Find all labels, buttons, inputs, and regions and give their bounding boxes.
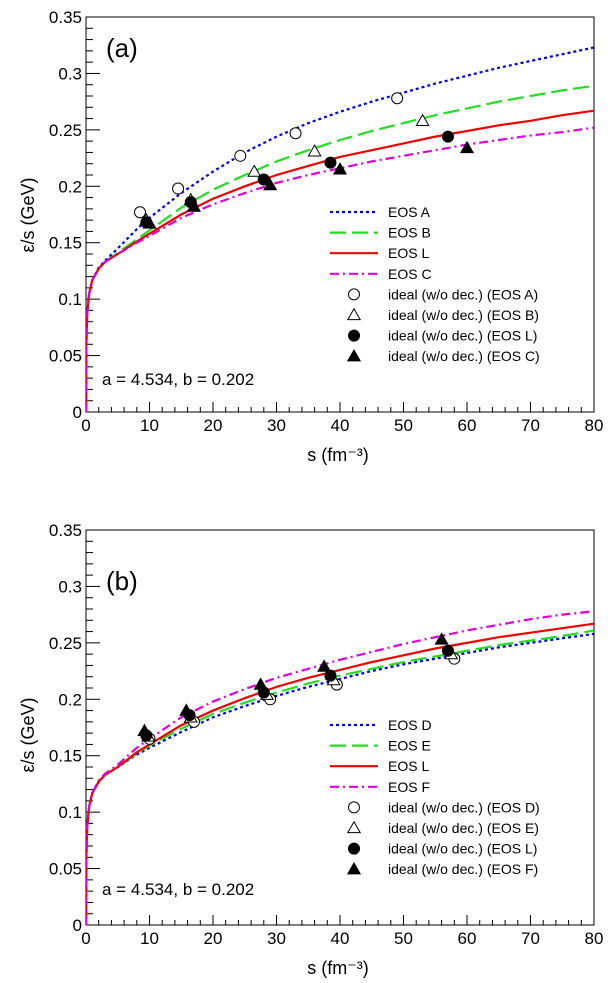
data-point [133, 206, 146, 219]
y-tick-label: 0.25 [49, 121, 82, 140]
y-tick-label: 0.1 [58, 290, 82, 309]
series-line-eos-l [86, 109, 594, 412]
y-tick-label: 0.25 [49, 634, 82, 653]
y-tick-label: 0.1 [58, 803, 82, 822]
data-point [434, 632, 449, 645]
x-tick-label: 40 [331, 416, 350, 435]
legend-marker [348, 288, 360, 301]
data-point [137, 723, 152, 737]
x-tick-label: 20 [204, 416, 223, 435]
x-tick-label: 0 [81, 416, 90, 435]
legend-label: EOS F [388, 779, 430, 795]
x-axis-label: s (fm⁻³) [307, 445, 368, 465]
x-tick-label: 60 [458, 929, 477, 948]
y-axis-label: ε/s (GeV) [18, 697, 38, 772]
data-point [459, 140, 475, 154]
y-tick-label: 0 [73, 403, 82, 422]
panel-label: (b) [106, 566, 138, 596]
x-tick-label: 50 [394, 929, 413, 948]
data-point [332, 162, 348, 175]
chart-panel-a: (a) a = 4.534, b = 0.202 s (fm⁻³) ε/s (G… [18, 8, 603, 465]
legend-label: ideal (w/o dec.) (EOS E) [388, 820, 539, 836]
legend-marker [346, 348, 362, 362]
data-point [307, 144, 322, 157]
series-line-eos-e [86, 629, 594, 925]
legend-marker [348, 329, 360, 342]
legend-label: ideal (w/o dec.) (EOS B) [388, 307, 539, 323]
x-tick-label: 80 [585, 416, 604, 435]
data-point [441, 644, 454, 657]
legend-marker [346, 820, 362, 834]
y-tick-label: 0.2 [58, 690, 82, 709]
legend-label: ideal (w/o dec.) (EOS A) [388, 286, 538, 302]
panel-label: (a) [106, 33, 138, 63]
legend-marker [348, 801, 360, 814]
series-line-eos-a [86, 46, 594, 412]
legend-label: EOS L [388, 245, 429, 261]
legend-marker [346, 861, 362, 875]
y-tick-label: 0 [73, 916, 82, 935]
legend-label: EOS E [388, 738, 431, 754]
legend-label: ideal (w/o dec.) (EOS L) [388, 328, 537, 344]
series-line-eos-b [86, 84, 594, 412]
legend-label: ideal (w/o dec.) (EOS L) [388, 841, 537, 857]
legend-label: EOS C [388, 266, 432, 282]
data-point [247, 164, 262, 177]
x-tick-label: 0 [81, 929, 90, 948]
data-point [441, 130, 454, 143]
legend-label: EOS D [388, 717, 432, 733]
legend-label: EOS B [388, 225, 431, 241]
x-tick-label: 50 [394, 416, 413, 435]
legend-label: ideal (w/o dec.) (EOS C) [388, 348, 540, 364]
data-point [289, 127, 302, 140]
data-point [391, 92, 404, 105]
legend-label: ideal (w/o dec.) (EOS D) [388, 799, 540, 815]
legend-label: EOS L [388, 758, 429, 774]
x-tick-label: 60 [458, 416, 477, 435]
y-tick-label: 0.05 [49, 860, 82, 879]
x-tick-label: 10 [140, 929, 159, 948]
data-point [186, 199, 202, 212]
y-tick-label: 0.05 [49, 347, 82, 366]
annotation-text: a = 4.534, b = 0.202 [102, 880, 254, 899]
x-tick-label: 70 [521, 416, 540, 435]
y-tick-label: 0.3 [58, 64, 82, 83]
chart-panel-b: (b) a = 4.534, b = 0.202 s (fm⁻³) ε/s (G… [18, 521, 603, 978]
x-tick-label: 30 [267, 416, 286, 435]
x-axis-label: s (fm⁻³) [307, 958, 368, 978]
data-point [179, 703, 194, 716]
y-tick-label: 0.15 [49, 747, 82, 766]
y-tick-label: 0.3 [58, 577, 82, 596]
y-tick-label: 0.35 [49, 8, 82, 27]
data-point [253, 677, 268, 690]
x-tick-label: 10 [140, 416, 159, 435]
series-line-eos-f [86, 610, 594, 925]
series-line-eos-d [86, 632, 594, 925]
data-point [234, 149, 247, 162]
legend-marker [346, 307, 362, 321]
data-point [324, 156, 337, 169]
legend-label: ideal (w/o dec.) (EOS F) [388, 861, 538, 877]
y-tick-label: 0.35 [49, 521, 82, 540]
data-point [172, 182, 185, 195]
annotation-text: a = 4.534, b = 0.202 [102, 370, 254, 389]
x-tick-label: 70 [521, 929, 540, 948]
x-tick-label: 30 [267, 929, 286, 948]
data-point [142, 216, 157, 229]
x-tick-label: 20 [204, 929, 223, 948]
data-point [317, 659, 332, 672]
series-line-eos-l [86, 622, 594, 925]
legend-marker [348, 842, 360, 855]
y-axis-label: ε/s (GeV) [18, 177, 38, 252]
data-point [415, 113, 430, 126]
legend-label: EOS A [388, 204, 431, 220]
x-tick-label: 40 [331, 929, 350, 948]
y-tick-label: 0.15 [49, 234, 82, 253]
data-point [324, 669, 337, 682]
x-tick-label: 80 [585, 929, 604, 948]
y-tick-label: 0.2 [58, 177, 82, 196]
data-point [263, 177, 278, 191]
